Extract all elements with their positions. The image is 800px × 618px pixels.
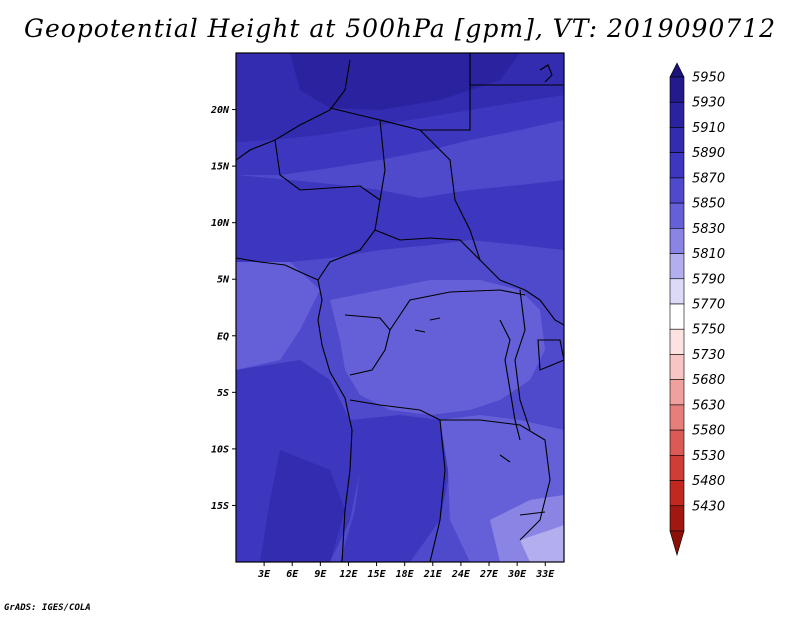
lat-tick-label: 10N (211, 218, 230, 229)
colorbar-swatch (669, 303, 685, 330)
lat-tick-label: 15S (211, 501, 229, 512)
colorbar-swatch (669, 328, 685, 355)
lat-tick-label: 5N (217, 275, 230, 286)
colorbar-label: 5950 (692, 71, 725, 86)
colorbar-swatch (669, 278, 685, 305)
lon-tick-label: 6E (286, 569, 299, 580)
colorbar-swatch (669, 379, 685, 406)
colorbar-label: 5930 (692, 96, 725, 111)
coastlines (236, 53, 564, 562)
colorbar-label: 5910 (692, 121, 725, 136)
colorbar: 5950 5930 5910 5890 5870 5850 5830 5810 5790 5770… (669, 62, 725, 557)
geopotential-field (236, 53, 564, 562)
lon-tick-label: 3E (257, 569, 271, 580)
colorbar-label: 5730 (692, 348, 725, 363)
colorbar-swatch (669, 455, 685, 481)
colorbar-label: 5680 (692, 373, 725, 388)
colorbar-label: 5630 (692, 398, 725, 413)
longitude-axis: 3E 6E 9E 12E 15E 18E 21E 24E 27E 30E 33E (257, 562, 555, 580)
lat-tick-label: 15N (211, 162, 230, 173)
colorbar-label: 5810 (692, 247, 725, 262)
colorbar-label: 5580 (692, 424, 725, 439)
colorbar-swatch (669, 404, 685, 431)
colorbar-label: 5430 (692, 499, 725, 514)
colorbar-swatch (669, 253, 685, 280)
lon-tick-label: 27E (479, 569, 499, 580)
colorbar-swatch (669, 177, 685, 204)
lon-tick-label: 24E (451, 569, 471, 580)
colorbar-label: 5530 (692, 449, 725, 464)
colorbar-swatch (669, 127, 685, 153)
colorbar-swatch (669, 101, 685, 128)
lon-tick-label: 33E (535, 569, 555, 580)
latitude-axis: 20N 15N 10N 5N EQ 5S 10S 15S (210, 105, 236, 512)
colorbar-swatch (669, 505, 685, 532)
plot-title: Geopotential Height at 500hPa [gpm], VT:… (23, 14, 777, 43)
lon-tick-label: 12E (339, 569, 358, 580)
lat-tick-label: 20N (210, 105, 230, 116)
colorbar-bottom-arrow (669, 530, 685, 557)
colorbar-label: 5790 (692, 272, 725, 287)
lon-tick-label: 15E (368, 569, 387, 580)
lon-tick-label: 21E (423, 569, 443, 580)
lat-tick-label: 10S (211, 444, 229, 455)
colorbar-label: 5480 (692, 474, 725, 489)
lat-tick-label: 5S (217, 388, 229, 399)
lon-tick-label: 30E (507, 569, 527, 580)
colorbar-swatch (669, 354, 685, 380)
colorbar-label: 5750 (692, 323, 725, 338)
map-frame (235, 52, 565, 563)
colorbar-swatch (669, 429, 685, 456)
colorbar-swatch (669, 152, 685, 179)
colorbar-swatch (669, 76, 685, 103)
colorbar-swatch (669, 480, 685, 507)
colorbar-label: 5870 (692, 171, 725, 186)
colorbar-swatch (669, 228, 685, 254)
grads-credit: GrADS: IGES/COLA (4, 603, 91, 613)
lat-tick-label: EQ (217, 331, 229, 342)
colorbar-label: 5890 (692, 146, 725, 161)
colorbar-label: 5770 (692, 298, 725, 313)
colorbar-label: 5830 (692, 222, 725, 237)
colorbar-top-arrow (669, 62, 685, 78)
colorbar-label: 5850 (692, 197, 725, 212)
lon-tick-label: 18E (396, 569, 415, 580)
lon-tick-label: 9E (314, 569, 327, 580)
colorbar-swatch (669, 202, 685, 229)
